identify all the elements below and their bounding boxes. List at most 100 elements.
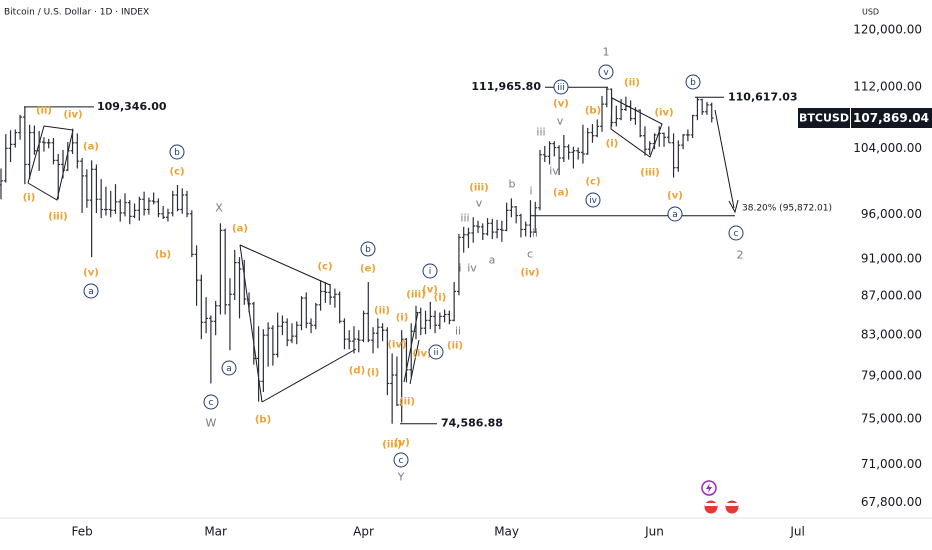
- y-tick-label: 87,000.00: [861, 289, 922, 303]
- flag-icon[interactable]: [724, 499, 740, 515]
- wave-label: (c): [317, 262, 332, 273]
- y-tick-label: 79,000.00: [861, 369, 922, 383]
- wave-circle: [553, 79, 569, 95]
- wave-label: (ii): [624, 78, 640, 89]
- wave-label: ii: [433, 348, 438, 358]
- wave-label: c: [734, 229, 739, 239]
- wave-label: (i): [434, 293, 447, 304]
- y-tick-label: 104,000.00: [853, 141, 922, 155]
- triangle-line: [239, 244, 331, 286]
- currency-label: USD: [862, 8, 879, 17]
- wave-label: (v): [553, 99, 569, 110]
- wave-label: iv: [467, 262, 477, 275]
- wave-label: c: [209, 398, 214, 408]
- wave-label: (d): [349, 366, 365, 377]
- wave-label: i: [458, 262, 461, 275]
- flag-stripe: [705, 503, 717, 506]
- wave-label: (iii): [469, 183, 488, 194]
- price-level-label: 109,346.00: [97, 100, 167, 113]
- y-tick-label: 120,000.00: [853, 22, 922, 36]
- wave-circle: [169, 144, 185, 160]
- arrow-line: [714, 109, 735, 209]
- event-icons: [701, 480, 740, 515]
- wave-label: (a): [83, 142, 99, 153]
- wave-label: (e): [360, 264, 376, 275]
- wave-label: b: [509, 178, 516, 191]
- last-price-label: 107,869.04: [853, 111, 929, 125]
- wave-label: b: [690, 78, 696, 88]
- wave-label: iv: [549, 165, 559, 178]
- x-tick-label: Jul: [789, 525, 804, 539]
- wave-label: v: [476, 197, 483, 210]
- wave-circle: [393, 452, 409, 468]
- wave-label: a: [226, 364, 232, 374]
- wave-circle: [422, 263, 438, 279]
- wave-label: (a): [553, 188, 569, 199]
- flag-icon[interactable]: [703, 499, 719, 515]
- symbol-tag: [798, 108, 850, 128]
- wave-label: a: [88, 287, 94, 297]
- wave-label: (ii): [399, 397, 415, 408]
- y-tick-label: 83,000.00: [861, 328, 922, 342]
- wave-label: a: [489, 254, 496, 267]
- wave-label: iii: [557, 83, 565, 93]
- wave-label: (iii): [48, 212, 67, 223]
- wave-circle: [203, 394, 219, 410]
- wave-label: (b): [255, 415, 271, 426]
- wave-label: (b): [155, 250, 171, 261]
- wave-label: (ii): [447, 341, 463, 352]
- wave-label: (iv): [654, 108, 673, 119]
- wave-circle: [360, 241, 376, 257]
- wave-label: (iii): [640, 168, 659, 179]
- wave-label: b: [174, 148, 180, 158]
- wave-circle: [83, 283, 99, 299]
- wave-label: (v): [667, 191, 683, 202]
- wave-label: (iii): [406, 290, 425, 301]
- wave-label: a: [672, 210, 678, 220]
- price-level-label: 111,965.80: [471, 80, 541, 93]
- lightning: [706, 483, 712, 493]
- wave-label: (v): [394, 438, 410, 449]
- y-tick-label: 75,000.00: [861, 412, 922, 426]
- wave-circle: [221, 360, 237, 376]
- x-tick-label: May: [494, 525, 519, 539]
- y-tick-label: 96,000.00: [861, 207, 922, 221]
- wave-label: 2: [737, 249, 744, 262]
- wave-label: W: [206, 417, 217, 430]
- x-tick-label: Jun: [644, 525, 664, 539]
- wave-label: (iii): [382, 440, 401, 451]
- wave-label: (a): [232, 224, 248, 235]
- chart-title: Bitcoin / U.S. Dollar · 1D · INDEX: [4, 8, 149, 18]
- wave-circle: [428, 344, 444, 360]
- arrow-head: [728, 199, 739, 214]
- wave-label: (v): [83, 268, 99, 279]
- wave-label: ii: [532, 227, 538, 240]
- triangle-line: [261, 348, 357, 403]
- wave-label: (i): [23, 193, 36, 204]
- wave-label: (i): [396, 313, 409, 324]
- wave-label: (c): [585, 177, 600, 188]
- price-tag: [851, 108, 932, 128]
- wave-label: 1: [603, 46, 610, 59]
- wave-label: (ii): [374, 306, 390, 317]
- x-tick-label: Apr: [353, 525, 374, 539]
- y-tick-label: 67,800.00: [861, 495, 922, 509]
- x-tick-label: Feb: [71, 525, 92, 539]
- price-level-label: 74,586.88: [441, 417, 503, 430]
- wave-label: i: [429, 267, 432, 277]
- wave-label: (ii): [36, 106, 52, 117]
- wave-label: (b): [585, 106, 601, 117]
- wave-label: X: [215, 202, 223, 215]
- x-tick-label: Mar: [204, 525, 227, 539]
- wave-circle: [667, 206, 683, 222]
- wave-label: (v): [422, 285, 438, 296]
- wave-label: (iv): [387, 340, 406, 351]
- wave-circle: [685, 74, 701, 90]
- wave-label: (i): [606, 139, 619, 150]
- wave-label: c: [399, 456, 404, 466]
- wave-label: i: [529, 185, 532, 198]
- wave-label: ii: [455, 325, 461, 338]
- wave-label: iii: [460, 212, 469, 225]
